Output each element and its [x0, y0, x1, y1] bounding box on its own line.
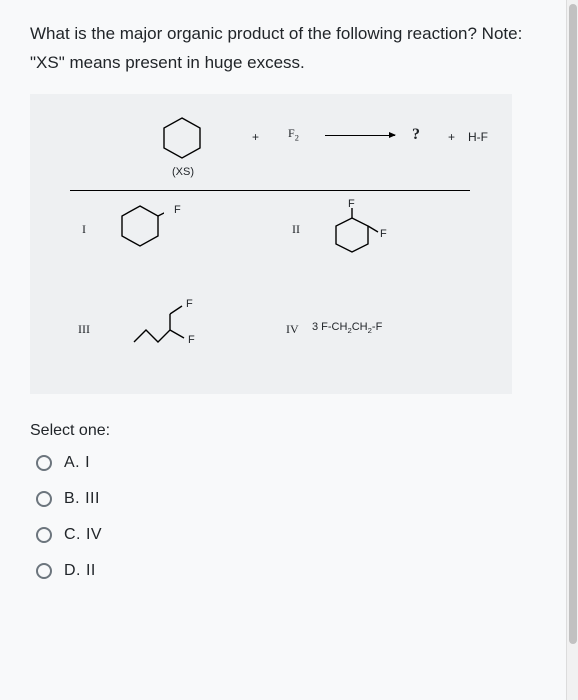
- option-II-label: II: [292, 222, 300, 237]
- radio-A[interactable]: [36, 455, 52, 471]
- choice-C[interactable]: C. IV: [30, 526, 548, 544]
- option-II-structure: [324, 206, 380, 262]
- option-II-F1: F: [348, 198, 355, 210]
- choice-B[interactable]: B. III: [30, 490, 548, 508]
- reaction-arrow: [325, 135, 395, 136]
- xs-label: (XS): [172, 166, 194, 178]
- option-III-F2: F: [188, 334, 195, 346]
- plus-1: +: [252, 130, 259, 144]
- plus-2: +: [448, 130, 455, 144]
- product-placeholder: ?: [412, 126, 420, 144]
- scrollbar-track[interactable]: [566, 0, 578, 700]
- scrollbar-thumb[interactable]: [569, 4, 577, 644]
- option-III-F1: F: [186, 298, 193, 310]
- radio-D[interactable]: [36, 563, 52, 579]
- select-prompt: Select one:: [30, 422, 548, 440]
- choice-A-text: A. I: [64, 454, 90, 472]
- option-I-structure: [116, 202, 164, 250]
- choice-D[interactable]: D. II: [30, 562, 548, 580]
- radio-C[interactable]: [36, 527, 52, 543]
- radio-B[interactable]: [36, 491, 52, 507]
- option-IV-label: IV: [286, 322, 299, 337]
- option-III-label: III: [78, 322, 90, 337]
- hf-byproduct: H-F: [468, 130, 488, 144]
- cyclohexane-reactant: [158, 114, 206, 162]
- f2-reagent: F2: [288, 126, 299, 142]
- option-I-label: I: [82, 222, 86, 237]
- divider-line: [70, 190, 470, 191]
- choice-C-text: C. IV: [64, 526, 102, 544]
- question-text: What is the major organic product of the…: [30, 20, 548, 78]
- option-II-F2: F: [380, 228, 387, 240]
- option-IV-formula: 3 F-CH2CH2-F: [312, 321, 382, 335]
- choice-B-text: B. III: [64, 490, 100, 508]
- choice-D-text: D. II: [64, 562, 96, 580]
- choice-A[interactable]: A. I: [30, 454, 548, 472]
- option-I-F: F: [174, 204, 181, 216]
- reaction-figure: + F2 ? + H-F (XS) I F II F F III: [30, 94, 512, 394]
